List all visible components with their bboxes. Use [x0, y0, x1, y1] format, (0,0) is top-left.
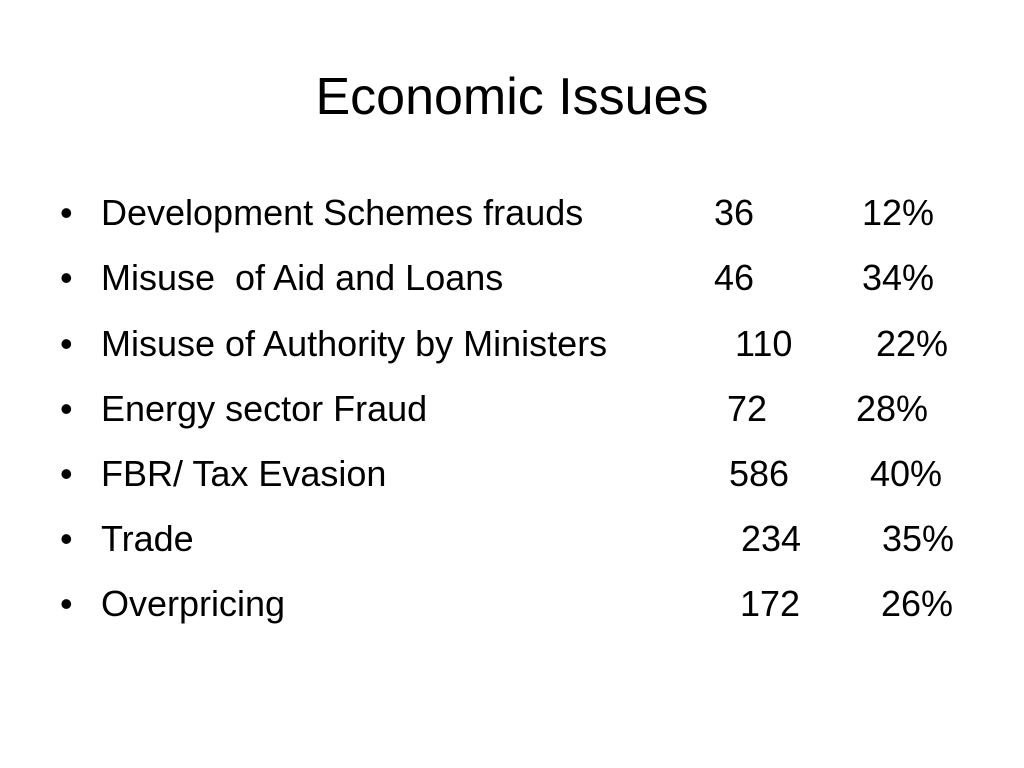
bullet-icon: •	[60, 388, 73, 429]
item-count: 586	[729, 453, 790, 494]
item-label: Overpricing	[101, 583, 286, 624]
bullet-icon: •	[60, 583, 73, 624]
item-count: 36	[714, 192, 755, 233]
item-label: Misuse of Aid and Loans	[101, 257, 504, 298]
item-percent: 34%	[862, 257, 935, 298]
list-item: • Trade 234 35%	[0, 514, 1024, 564]
bullet-icon: •	[60, 323, 73, 364]
bullet-icon: •	[60, 192, 73, 233]
slide-title: Economic Issues	[315, 68, 709, 126]
list-item: • Overpricing 172 26%	[0, 579, 1024, 629]
item-count: 72	[727, 388, 768, 429]
item-percent: 22%	[876, 323, 949, 364]
item-label: FBR/ Tax Evasion	[101, 453, 387, 494]
item-percent: 40%	[870, 453, 943, 494]
item-count: 46	[714, 257, 755, 298]
item-percent: 26%	[881, 583, 954, 624]
list-item: • FBR/ Tax Evasion 586 40%	[0, 449, 1024, 499]
list-item: • Development Schemes frauds 36 12%	[0, 188, 1024, 238]
item-percent: 28%	[856, 388, 929, 429]
bullet-icon: •	[60, 257, 73, 298]
item-count: 172	[740, 583, 801, 624]
list-item: • Energy sector Fraud 72 28%	[0, 384, 1024, 434]
list-item: • Misuse of Aid and Loans 46 34%	[0, 253, 1024, 303]
item-count: 110	[735, 323, 793, 364]
item-percent: 35%	[882, 518, 955, 559]
list-item: • Misuse of Authority by Ministers 110 2…	[0, 319, 1024, 369]
item-count: 234	[741, 518, 802, 559]
item-label: Energy sector Fraud	[101, 388, 428, 429]
item-label: Trade	[101, 518, 194, 559]
item-percent: 12%	[862, 192, 935, 233]
item-label: Misuse of Authority by Ministers	[101, 323, 608, 364]
item-label: Development Schemes frauds	[101, 192, 584, 233]
bullet-icon: •	[60, 518, 73, 559]
bullet-icon: •	[60, 453, 73, 494]
